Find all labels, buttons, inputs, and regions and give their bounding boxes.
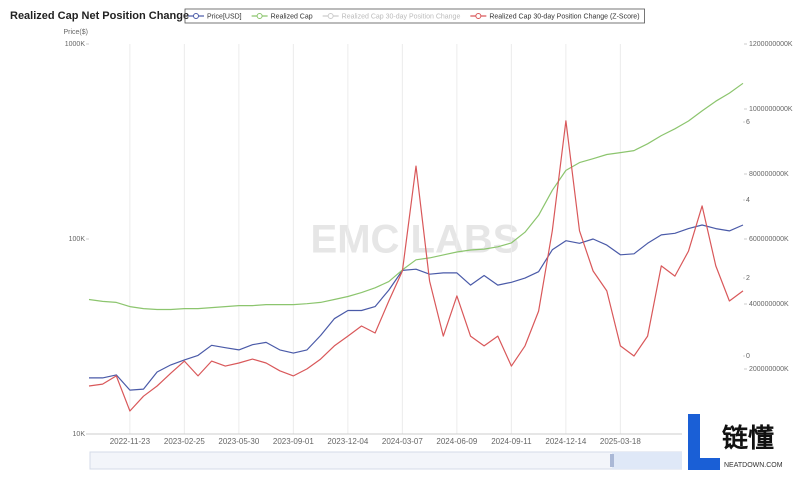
y3-tick-label: 0: [746, 353, 750, 360]
x-tick-label: 2022-11-23: [110, 437, 151, 446]
logo-bg: [682, 408, 800, 483]
y2-tick-label: 800000000K: [749, 171, 789, 178]
x-tick-label: 2023-02-25: [164, 437, 205, 446]
series-line: [88, 82, 744, 311]
x-tick-label: 2025-03-18: [600, 437, 641, 446]
x-tick-label: 2024-06-09: [436, 437, 477, 446]
y2-tick-label: 200000000K: [749, 366, 789, 373]
legend-dot: [475, 13, 482, 19]
y-tick-label: 10K: [73, 431, 86, 438]
logo-mark: [688, 414, 720, 470]
series-line: [88, 120, 744, 412]
y2-tick-label: 400000000K: [749, 301, 789, 308]
zoom-handle[interactable]: [610, 454, 614, 467]
y2-tick-label: 1200000000K: [749, 41, 793, 48]
x-tick-label: 2024-12-14: [545, 437, 586, 446]
x-tick-label: 2023-12-04: [327, 437, 368, 446]
y-axis-label: Price($): [63, 29, 88, 36]
y3-tick-label: 4: [746, 197, 750, 204]
x-tick-label: 2023-09-01: [273, 437, 314, 446]
logo-sub: NEATDOWN.COM: [724, 462, 783, 469]
x-tick-label: 2024-09-11: [491, 437, 532, 446]
y2-tick-label: 600000000K: [749, 236, 789, 243]
x-tick-label: 2024-03-07: [382, 437, 423, 446]
legend-dot: [193, 13, 199, 19]
x-tick-label: 2023-05-30: [218, 437, 259, 446]
y-tick-label: 100K: [69, 236, 86, 243]
logo: 链懂 NEATDOWN.COM: [682, 408, 800, 483]
legend-label[interactable]: Realized Cap: [271, 13, 313, 20]
series-line: [89, 224, 744, 391]
chart-title: Realized Cap Net Position Change: [10, 10, 189, 22]
legend-label[interactable]: Realized Cap 30-day Position Change: [342, 13, 461, 20]
legend-box: [184, 8, 645, 24]
legend-dot: [327, 13, 334, 19]
y3-tick-label: 6: [746, 119, 750, 126]
logo-text: 链懂: [722, 423, 774, 453]
legend-dot: [256, 13, 263, 19]
legend-label[interactable]: Price[USD]: [207, 13, 242, 20]
data-zoom[interactable]: [89, 451, 741, 470]
watermark: EMC LABS: [311, 218, 520, 262]
legend-label[interactable]: Realized Cap 30-day Position Change (Z-S…: [489, 13, 639, 20]
y2-tick-label: 1000000000K: [749, 106, 793, 113]
y3-tick-label: 2: [746, 275, 750, 282]
y-tick-label: 1000K: [65, 41, 86, 48]
